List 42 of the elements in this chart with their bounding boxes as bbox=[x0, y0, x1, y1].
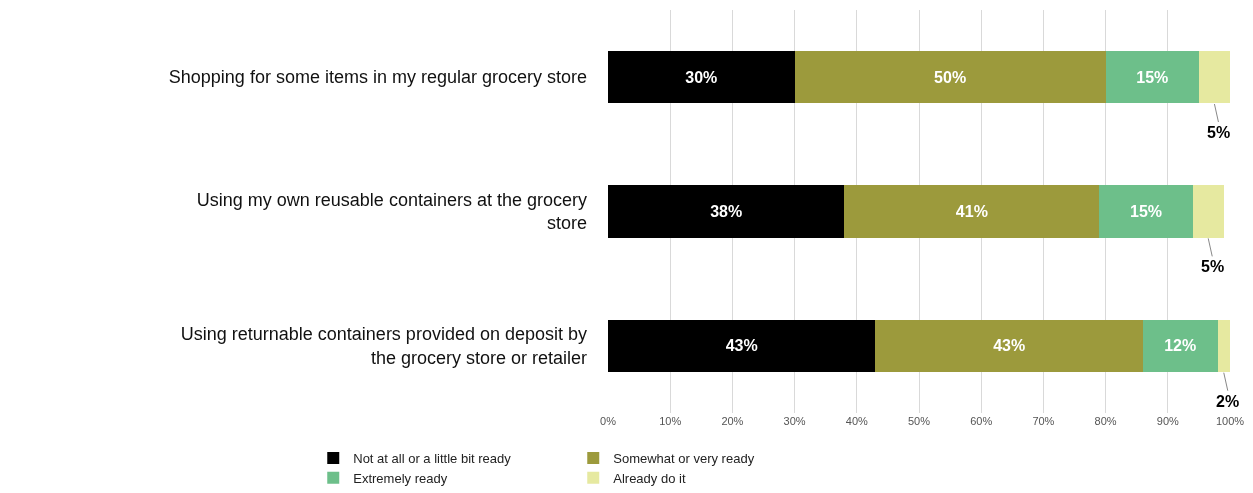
data-label: 38% bbox=[710, 203, 743, 221]
y-tick-label: Using my own reusable containers at the grocery store bbox=[196, 190, 587, 234]
data-label: 12% bbox=[1164, 337, 1197, 355]
legend-label: Not at all or a little bit ready bbox=[353, 451, 512, 467]
x-tick-label: 100% bbox=[1215, 415, 1245, 427]
x-tick-label: 10% bbox=[659, 415, 682, 427]
bar bbox=[1217, 319, 1230, 373]
bar bbox=[844, 185, 1100, 238]
data-label: 15% bbox=[1136, 68, 1169, 86]
x-tick-label: 60% bbox=[970, 415, 993, 427]
bar bbox=[608, 50, 795, 104]
x-tick-label: 80% bbox=[1094, 415, 1117, 427]
bar bbox=[1105, 50, 1199, 104]
y-tick-label: Shopping for some items in my regular grocery store bbox=[168, 67, 587, 88]
data-label: 5% bbox=[1207, 124, 1231, 141]
bar bbox=[1198, 50, 1230, 104]
data-label: 50% bbox=[934, 68, 967, 86]
data-label: 43% bbox=[725, 337, 758, 355]
x-tick-label: 90% bbox=[1156, 415, 1180, 427]
bar bbox=[1099, 185, 1193, 238]
x-tick-label: 70% bbox=[1032, 415, 1055, 427]
x-tick-label: 0% bbox=[600, 415, 617, 427]
x-tick-label: 20% bbox=[721, 415, 744, 427]
bar bbox=[1142, 319, 1218, 373]
x-tick-label: 30% bbox=[783, 415, 806, 427]
data-label: 43% bbox=[993, 337, 1026, 355]
legend-label: Extremely ready bbox=[353, 470, 448, 486]
x-tick-label: 50% bbox=[907, 415, 931, 427]
data-label: 30% bbox=[685, 68, 718, 86]
bar bbox=[1192, 185, 1224, 238]
x-tick-label: 40% bbox=[845, 415, 869, 427]
bar bbox=[608, 319, 876, 373]
y-tick-label: Using returnable containers provided on deposit by the grocery store or retailer bbox=[180, 324, 587, 368]
legend-label: Already do it bbox=[613, 470, 686, 486]
bar bbox=[608, 185, 845, 238]
data-label: 15% bbox=[1130, 203, 1163, 221]
data-label: 2% bbox=[1216, 393, 1240, 410]
data-label: 41% bbox=[955, 203, 988, 221]
data-label: 5% bbox=[1201, 258, 1225, 275]
bar bbox=[875, 319, 1143, 373]
legend-label: Somewhat or very ready bbox=[613, 451, 755, 467]
bar bbox=[794, 50, 1106, 104]
